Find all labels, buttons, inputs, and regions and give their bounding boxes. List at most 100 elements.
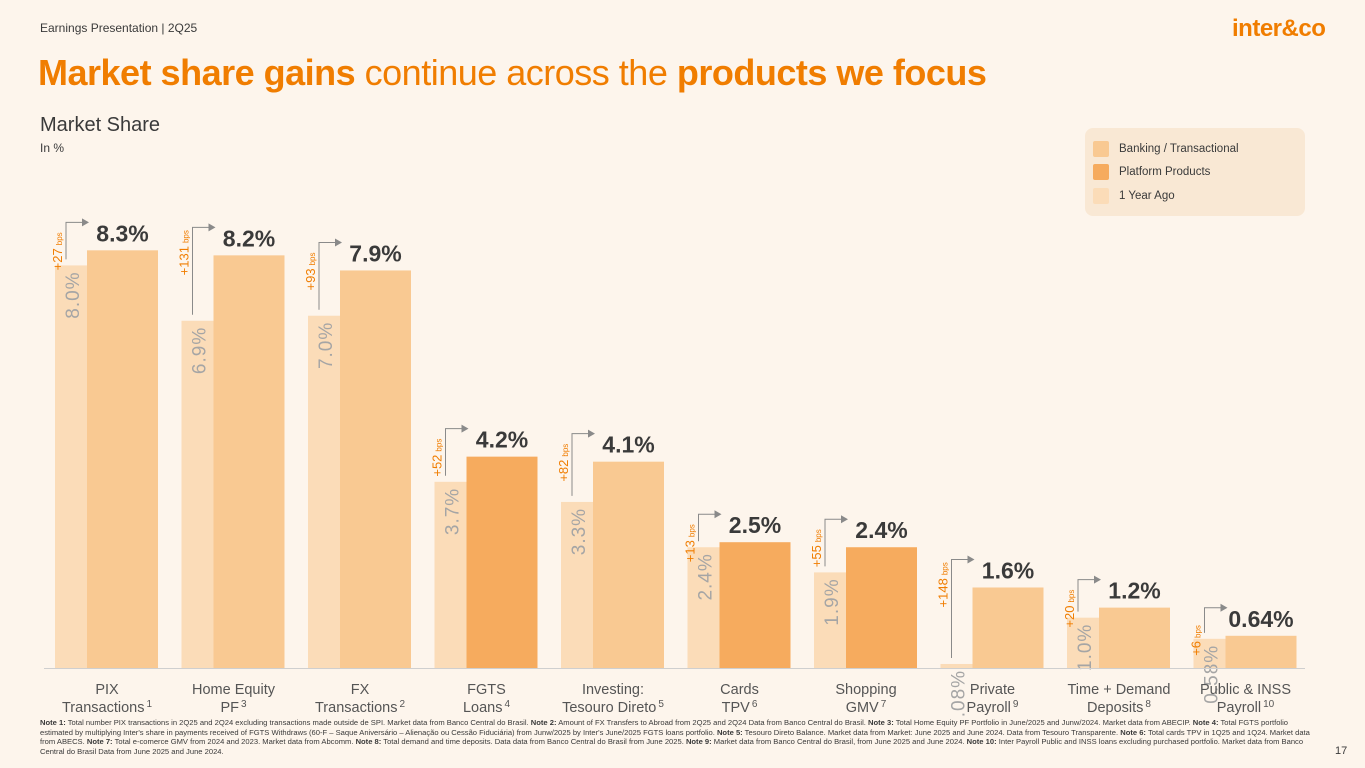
- delta-value-4: +52: [430, 455, 445, 477]
- title-highlight-1: Market share gains: [38, 52, 356, 93]
- footnote-text-7: Total e-comerce GMV from 2024 and 2023. …: [112, 737, 356, 747]
- bar-year-ago-6: [687, 547, 722, 668]
- delta-label-10: +6 bps: [1189, 625, 1204, 656]
- footnote-text-8: Total demand and time deposits. Data dat…: [381, 737, 686, 747]
- delta-arrow-line-8: [951, 558, 970, 658]
- category-label-10-line1: Public & INSS: [1200, 682, 1291, 698]
- legend-swatch-year-ago: [1093, 188, 1109, 204]
- delta-label-4: +52 bps: [430, 439, 445, 477]
- legend-item-banking: Banking / Transactional: [1093, 141, 1239, 157]
- delta-arrow-head-1: [82, 218, 89, 227]
- footnote-text-4: Total FGTS portfolio estimated by multip…: [40, 718, 1289, 737]
- footnote-text-3: Total Home Equity PF Portfolio in June/2…: [893, 718, 1193, 727]
- category-note-3: 2: [399, 699, 405, 710]
- delta-arrow-head-6: [714, 510, 722, 519]
- value-label-year-ago-3: 7.0%: [316, 322, 337, 369]
- value-label-current-8: 1.6%: [982, 557, 1034, 583]
- legend-item-platform: Platform Products: [1093, 164, 1210, 180]
- delta-value-1: +27: [50, 248, 65, 270]
- bar-year-ago-2: [181, 320, 216, 668]
- bar-current-6: [719, 542, 791, 668]
- footnote-tag-10: Note 10:: [966, 737, 997, 747]
- value-label-current-6: 2.5%: [729, 512, 781, 538]
- delta-value-7: +55: [809, 545, 824, 567]
- category-name-3: Transactions: [315, 700, 397, 716]
- category-name-5: Tesouro Direto: [562, 700, 656, 716]
- category-note-10: 10: [1263, 699, 1275, 710]
- title-middle: continue across the: [355, 52, 677, 93]
- bar-current-7: [846, 547, 917, 668]
- category-note-9: 8: [1145, 699, 1151, 710]
- delta-value-6: +13: [683, 540, 698, 562]
- chart-title: Market Share: [40, 114, 161, 136]
- legend-swatch-banking: [1093, 141, 1109, 157]
- delta-value-2: +131: [177, 246, 192, 275]
- delta-arrow-head-2: [208, 223, 216, 232]
- category-label-2-line2: PF 3: [220, 699, 247, 716]
- legend-swatch-platform: [1093, 164, 1109, 180]
- footnote-text-2: Amount of FX Transfers to Abroad from 2Q…: [556, 718, 869, 727]
- delta-unit-5: bps: [561, 444, 570, 457]
- delta-label-6: +13 bps: [683, 524, 698, 562]
- title-highlight-2: products we focus: [676, 52, 987, 93]
- value-label-current-10: 0.64%: [1228, 606, 1293, 632]
- delta-value-5: +82: [556, 460, 571, 482]
- delta-unit-9: bps: [1067, 590, 1076, 603]
- delta-arrow-head-7: [841, 515, 848, 524]
- footnote-tag-3: Note 3:: [868, 718, 894, 727]
- value-label-year-ago-9: 1.0%: [1075, 624, 1096, 671]
- value-label-year-ago-5: 3.3%: [569, 508, 590, 555]
- category-label-5-line1: Investing:: [582, 682, 644, 698]
- presentation-label: Earnings Presentation | 2Q25: [40, 21, 198, 35]
- footnote-tag-1: Note 1:: [40, 718, 66, 727]
- delta-arrow-line-6: [698, 513, 717, 542]
- bar-current-9: [1099, 607, 1170, 668]
- bar-year-ago-9: [1067, 617, 1101, 668]
- bar-current-1: [87, 250, 158, 669]
- bar-current-2: [213, 255, 285, 668]
- delta-value-8: +148: [936, 578, 951, 607]
- delta-value-10: +6: [1189, 641, 1204, 656]
- category-label-6-line2: TPV 6: [722, 699, 758, 716]
- inter-co-logo: inter&co: [1232, 15, 1326, 42]
- category-label-4-line2: Loans 4: [463, 699, 511, 716]
- category-name-9: Deposits: [1087, 700, 1143, 716]
- delta-label-5: +82 bps: [556, 444, 571, 482]
- category-name-8: Payroll: [967, 700, 1011, 716]
- footnote-text-10: Inter Payroll Public and INSS loans excl…: [40, 737, 1304, 756]
- category-label-1-line1: PIX: [95, 682, 119, 698]
- delta-arrow-head-9: [1094, 575, 1101, 584]
- delta-unit-4: bps: [435, 439, 444, 452]
- category-name-1: Transactions: [62, 700, 144, 716]
- footnote-tag-8: Note 8:: [355, 737, 382, 747]
- category-name-7: GMV: [846, 700, 879, 716]
- delta-unit-8: bps: [941, 562, 950, 575]
- bar-current-3: [340, 270, 411, 668]
- category-note-5: 5: [658, 699, 664, 710]
- delta-arrow-head-4: [461, 424, 469, 433]
- category-label-1-line2: Transactions 1: [62, 699, 152, 716]
- delta-arrow-head-10: [1220, 603, 1228, 612]
- value-label-year-ago-10: 0.58%: [1202, 645, 1223, 704]
- category-label-9-line2: Deposits 8: [1087, 699, 1151, 716]
- category-label-9-line1: Time + Demand: [1067, 682, 1170, 698]
- bar-year-ago-3: [308, 315, 342, 668]
- category-label-4-line1: FGTS: [467, 682, 506, 698]
- category-note-4: 4: [504, 699, 510, 710]
- delta-unit-10: bps: [1194, 625, 1203, 638]
- delta-label-2: +131 bps: [177, 230, 192, 275]
- delta-unit-6: bps: [688, 524, 697, 537]
- category-name-4: Loans: [463, 700, 503, 716]
- legend-label-platform: Platform Products: [1119, 166, 1211, 178]
- bar-year-ago-8: [940, 663, 975, 668]
- category-label-3-line1: FX: [351, 682, 370, 698]
- delta-value-3: +93: [303, 268, 318, 290]
- delta-value-9: +20: [1062, 606, 1077, 628]
- footnote-text-9: Market data from Banco Central do Brasil…: [711, 737, 967, 747]
- category-name-2: PF: [220, 700, 239, 716]
- category-name-10: Payroll: [1217, 700, 1261, 716]
- delta-arrow-line-9: [1077, 579, 1096, 612]
- delta-label-9: +20 bps: [1062, 590, 1077, 628]
- bar-current-8: [972, 587, 1044, 668]
